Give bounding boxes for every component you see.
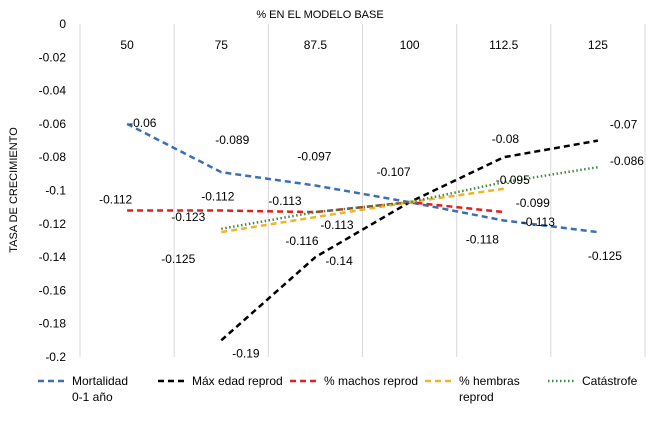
legend-item-3: % hembras reprod: [425, 374, 520, 404]
data-label: -0.113: [268, 194, 301, 208]
series-layer: [126, 122, 599, 342]
x-axis-title: % EN EL MODELO BASE: [256, 9, 383, 21]
y-tick-label: -0.14: [39, 250, 67, 264]
x-tick-label: 112.5: [489, 38, 518, 52]
data-label: -0.113: [320, 218, 353, 232]
y-axis-title: TASA DE CRECIMIENTO: [8, 127, 20, 253]
x-tick-label: 50: [120, 38, 134, 52]
series-line-2: [127, 200, 504, 214]
y-tick-label: -0.2: [45, 350, 66, 364]
y-tick-labels: 0 -0.02 -0.04 -0.06 -0.08 -0.1 -0.12 -0.14 -0.16…: [39, 17, 67, 364]
legend: Mortalidad 0-1 año Máx edad reprod % machos…: [38, 374, 638, 404]
data-label: -0.07: [610, 118, 638, 132]
data-label: -0.097: [297, 150, 331, 164]
y-tick-label: -0.04: [39, 84, 67, 98]
x-tick-labels: 50 75 87.5 100 112.5 125: [120, 38, 608, 52]
x-tick-label: 125: [588, 38, 608, 52]
legend-label: Máx edad reprod: [192, 374, 283, 388]
data-label: -0.112: [99, 192, 132, 206]
data-label: -0.089: [215, 133, 249, 147]
y-tick-label: -0.12: [39, 217, 67, 231]
data-label: -0.107: [377, 165, 411, 179]
x-tick-label: 100: [400, 38, 420, 52]
legend-item-1: Máx edad reprod: [158, 374, 283, 388]
y-tick-label: 0: [59, 17, 66, 31]
y-tick-label: -0.08: [39, 150, 67, 164]
data-label: -0.112: [201, 189, 234, 203]
data-label: -0.113: [522, 215, 555, 229]
legend-label: % machos reprod: [324, 374, 418, 388]
y-tick-label: -0.16: [39, 283, 67, 297]
data-label: -0.099: [516, 196, 550, 210]
x-tick-label: 87.5: [304, 38, 328, 52]
x-tick-label: 75: [215, 38, 229, 52]
legend-item-0: Mortalidad 0-1 año: [38, 374, 128, 404]
data-label: -0.116: [285, 234, 318, 248]
y-tick-label: -0.02: [39, 50, 67, 64]
legend-item-4: Catástrofe: [548, 374, 638, 388]
y-tick-label: -0.1: [45, 184, 66, 198]
data-label: -0.118: [466, 232, 499, 246]
legend-label: % hembras reprod: [459, 374, 520, 404]
data-label: -0.125: [161, 252, 195, 266]
data-label: -0.14: [325, 254, 353, 268]
data-label: -0.08: [492, 132, 520, 146]
data-label: -0.06: [129, 116, 157, 130]
legend-label: Catástrofe: [582, 374, 638, 388]
data-labels: -0.06 -0.089 -0.097 -0.107 -0.118 -0.125 -0.19…: [99, 116, 644, 360]
series-line-3: [221, 187, 504, 234]
grid-layer: [79, 24, 646, 357]
data-label: -0.086: [610, 154, 644, 168]
data-label: -0.125: [588, 249, 622, 263]
data-label: -0.19: [232, 346, 260, 360]
y-tick-label: -0.18: [39, 317, 67, 331]
legend-item-2: % machos reprod: [290, 374, 418, 388]
data-label: -0.123: [171, 210, 205, 224]
y-tick-label: -0.06: [39, 117, 67, 131]
legend-label: Mortalidad 0-1 año: [72, 374, 128, 404]
data-label: -0.095: [496, 173, 530, 187]
